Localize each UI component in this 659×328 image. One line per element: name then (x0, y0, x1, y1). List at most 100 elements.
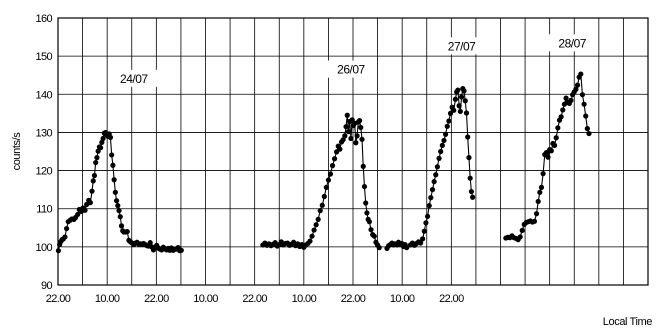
data-point (62, 234, 68, 240)
data-point (447, 110, 454, 116)
data-point (364, 210, 370, 216)
data-point (558, 114, 564, 120)
data-point (535, 198, 541, 205)
data-point (89, 188, 95, 194)
data-point (321, 193, 327, 200)
data-point (147, 240, 153, 246)
data-point (337, 146, 343, 152)
data-point (124, 229, 130, 235)
x-tick-label: 22.00 (144, 293, 169, 305)
date-annotation: 27/07 (437, 37, 486, 55)
data-point (548, 148, 554, 154)
x-axis-label: Local Time (603, 316, 652, 328)
date-annotation: 24/07 (109, 69, 158, 87)
date-annotations: 24/07 26/07 27/07 28/07 (109, 34, 597, 87)
data-point (563, 95, 569, 101)
y-tick-label: 140 (35, 89, 52, 101)
data-point (309, 233, 315, 239)
data-point (311, 227, 317, 233)
data-point (319, 202, 325, 208)
data-point (429, 187, 436, 193)
data-point (455, 87, 461, 93)
data-point (451, 107, 457, 113)
data-point (519, 227, 525, 234)
data-point (458, 94, 465, 100)
data-point (313, 222, 319, 228)
data-point (111, 177, 117, 183)
data-point (315, 216, 321, 222)
data-point (75, 211, 81, 218)
annotation-label: 24/07 (120, 72, 148, 86)
data-point (93, 159, 99, 166)
data-point (354, 133, 360, 139)
data-point (371, 233, 377, 239)
data-point (433, 172, 439, 178)
data-point (368, 227, 374, 233)
data-point (553, 135, 559, 141)
data-point (540, 171, 546, 177)
x-tick-label: 22.00 (439, 293, 464, 305)
data-point (537, 189, 543, 195)
series-line (262, 115, 380, 249)
data-point (366, 219, 372, 225)
data-point (538, 184, 545, 190)
data-point (118, 223, 125, 229)
x-tick-label: 10.00 (193, 293, 218, 305)
data-point (109, 152, 115, 158)
plot-frame (57, 17, 649, 286)
x-tick-label: 22.00 (242, 293, 267, 305)
data-point (325, 177, 332, 183)
data-point (64, 225, 70, 232)
data-point (343, 124, 349, 130)
data-point (424, 213, 431, 219)
x-tick-labels: 22.00 10.00 22.00 10.00 22.00 10.00 22.00 10.00… (46, 293, 465, 305)
data-point (452, 96, 459, 102)
data-point (112, 189, 118, 195)
y-tick-label: 110 (36, 204, 52, 216)
data-point (376, 245, 382, 251)
y-axis-label: counts/s (11, 132, 23, 171)
data-point (55, 248, 62, 254)
y-tick-label: 150 (35, 51, 52, 63)
data-point (574, 82, 581, 88)
data-point (531, 218, 538, 224)
y-tick-label: 160 (35, 13, 52, 25)
series-layer (55, 71, 592, 254)
y-tick-label: 120 (35, 166, 52, 178)
data-point (421, 228, 427, 234)
annotation-label: 27/07 (448, 39, 476, 53)
data-point (420, 236, 426, 242)
data-point (581, 101, 587, 107)
annotation-background (548, 34, 597, 52)
series-line (57, 131, 182, 252)
x-tick-label: 10.00 (95, 293, 120, 305)
data-point (353, 140, 359, 146)
y-tick-label: 90 (41, 280, 53, 292)
annotation-background (326, 60, 375, 78)
data-point (356, 118, 363, 124)
data-point (438, 148, 444, 155)
data-point (418, 240, 424, 246)
data-point (573, 86, 579, 92)
data-point (431, 179, 437, 185)
y-tick-label: 100 (35, 242, 52, 254)
data-point (443, 131, 449, 137)
data-point (560, 107, 566, 113)
data-point (586, 130, 592, 137)
series-segment (260, 112, 382, 251)
series-line (409, 86, 474, 247)
data-point (94, 155, 100, 161)
annotation-label: 28/07 (558, 36, 586, 50)
data-point (178, 247, 184, 253)
annotation-label: 26/07 (337, 63, 365, 77)
data-point (329, 163, 336, 169)
series-segment (384, 239, 410, 251)
data-point (331, 156, 338, 162)
data-point (461, 88, 467, 94)
data-point (428, 195, 434, 201)
data-point (317, 208, 323, 214)
data-point (82, 207, 88, 213)
data-point (463, 110, 470, 116)
chart-grid (58, 18, 648, 285)
series-segment (503, 71, 592, 243)
